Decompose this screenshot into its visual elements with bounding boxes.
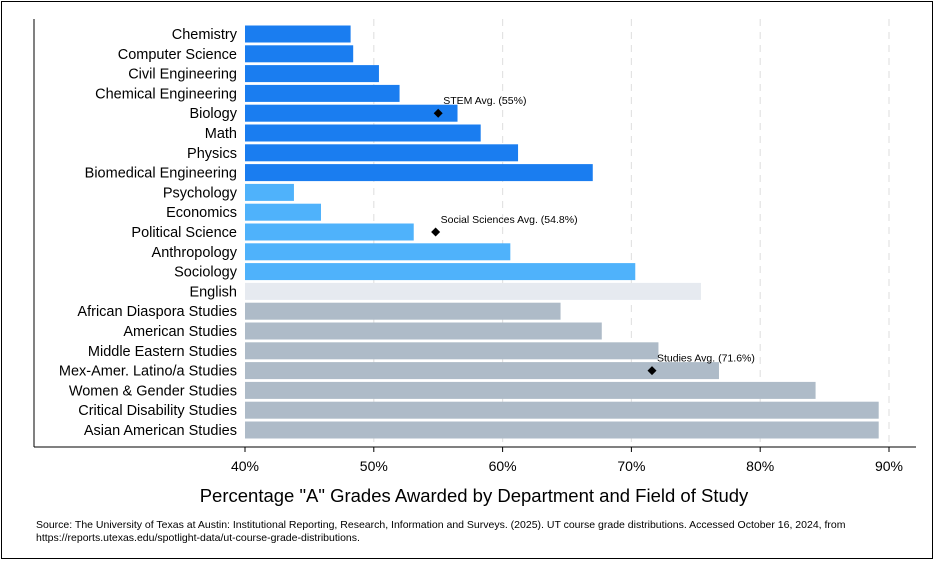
category-label: Civil Engineering xyxy=(128,67,237,83)
bar xyxy=(245,243,511,261)
category-label: Asian American Studies xyxy=(84,423,237,439)
avg-label: Studies Avg. (71.6%) xyxy=(657,353,755,365)
category-label: Computer Science xyxy=(118,47,237,63)
bar xyxy=(245,302,561,320)
bar xyxy=(245,25,351,43)
avg-marker xyxy=(647,366,657,376)
category-label: Political Science xyxy=(131,225,237,241)
bar xyxy=(245,322,602,340)
category-label: Middle Eastern Studies xyxy=(88,344,237,360)
bars xyxy=(245,25,879,439)
category-label: Mex-Amer. Latino/a Studies xyxy=(59,364,237,380)
bar xyxy=(245,45,354,63)
category-label: Biomedical Engineering xyxy=(85,166,237,182)
category-label: English xyxy=(189,284,237,300)
avg-label: STEM Avg. (55%) xyxy=(443,95,526,107)
category-label: Chemical Engineering xyxy=(95,86,237,102)
x-tick-label: 50% xyxy=(360,458,388,474)
category-label: Chemistry xyxy=(172,27,238,43)
category-label: Physics xyxy=(187,146,237,162)
bar xyxy=(245,203,321,221)
axes: 40% 50% 60% 70% 80% 90% xyxy=(33,19,916,474)
category-label: African Diaspora Studies xyxy=(77,304,237,320)
x-tick-label: 90% xyxy=(875,458,903,474)
category-label: Economics xyxy=(166,205,237,221)
x-tick-label: 40% xyxy=(231,458,259,474)
category-label: Critical Disability Studies xyxy=(78,403,237,419)
x-tick-label: 60% xyxy=(489,458,517,474)
category-label: Biology xyxy=(189,106,237,122)
bar xyxy=(245,144,519,162)
bar xyxy=(245,84,400,102)
source-note: Source: The University of Texas at Austi… xyxy=(36,519,846,544)
bar xyxy=(245,381,816,399)
bar xyxy=(245,401,879,419)
bar xyxy=(245,183,294,201)
bar xyxy=(245,282,701,300)
avg-label: Social Sciences Avg. (54.8%) xyxy=(441,214,578,226)
x-tick-label: 70% xyxy=(617,458,645,474)
category-label: Anthropology xyxy=(152,245,238,261)
bar xyxy=(245,342,659,360)
bar xyxy=(245,421,879,439)
avg-marker xyxy=(433,108,443,118)
avg-marker xyxy=(431,227,441,237)
category-label: Psychology xyxy=(163,185,238,201)
x-tick-label: 80% xyxy=(746,458,774,474)
bar xyxy=(245,263,636,281)
category-label: Sociology xyxy=(174,265,238,281)
category-labels: Chemistry Computer Science Civil Engineeri… xyxy=(59,27,238,439)
category-label: Women & Gender Studies xyxy=(69,383,237,399)
bar xyxy=(245,164,593,182)
category-label: American Studies xyxy=(123,324,237,340)
bar xyxy=(245,124,481,142)
bar xyxy=(245,223,414,241)
x-axis-title: Percentage "A" Grades Awarded by Departm… xyxy=(200,485,749,506)
annotations: STEM Avg. (55%) Social Sciences Avg. (54.… xyxy=(431,95,755,376)
bar xyxy=(245,362,719,380)
bar xyxy=(245,65,379,83)
bar xyxy=(245,104,458,122)
category-label: Math xyxy=(205,126,237,142)
